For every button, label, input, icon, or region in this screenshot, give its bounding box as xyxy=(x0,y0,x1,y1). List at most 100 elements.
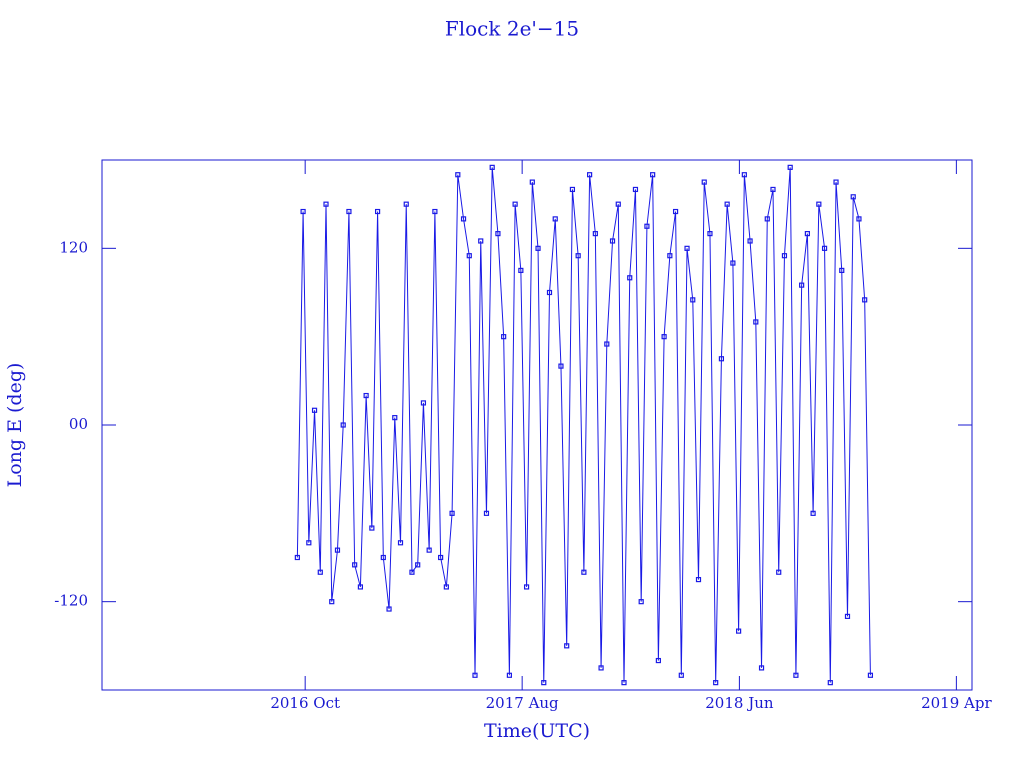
data-point xyxy=(564,643,570,649)
data-point xyxy=(650,172,656,178)
data-point xyxy=(317,569,323,575)
data-point xyxy=(587,172,593,178)
data-point xyxy=(460,216,467,222)
y-tick-label: -120 xyxy=(54,592,88,610)
data-point xyxy=(701,179,707,185)
data-point xyxy=(621,680,627,686)
data-point xyxy=(472,672,478,678)
data-point xyxy=(501,334,507,340)
data-point xyxy=(449,510,455,516)
data-point xyxy=(684,245,690,251)
data-point xyxy=(867,672,874,678)
data-point xyxy=(380,554,386,561)
x-axis-label: Time(UTC) xyxy=(484,720,590,742)
data-point xyxy=(655,657,661,664)
data-point xyxy=(627,275,633,281)
data-point xyxy=(541,680,547,686)
data-point xyxy=(661,334,667,340)
data-point xyxy=(386,606,392,612)
y-tick-label: 120 xyxy=(59,238,88,256)
data-point xyxy=(558,363,564,369)
data-point xyxy=(512,201,518,207)
data-point xyxy=(816,201,822,207)
data-point xyxy=(334,547,341,553)
data-point xyxy=(374,208,381,215)
data-point xyxy=(535,245,541,251)
data-point xyxy=(736,628,742,634)
data-point xyxy=(506,672,512,678)
data-point xyxy=(604,341,610,347)
data-point xyxy=(306,540,312,546)
data-point xyxy=(844,613,851,619)
data-point xyxy=(575,253,581,259)
data-point xyxy=(690,297,696,303)
data-point xyxy=(810,510,816,516)
data-point xyxy=(352,562,358,568)
data-point xyxy=(770,186,776,193)
chart-title: Flock 2e'−15 xyxy=(445,17,579,41)
data-point xyxy=(718,356,725,362)
data-point xyxy=(827,680,833,686)
data-point xyxy=(397,540,404,546)
data-point xyxy=(833,179,839,185)
data-point xyxy=(804,231,810,237)
data-point xyxy=(478,238,484,244)
data-point xyxy=(632,186,639,193)
data-point xyxy=(862,297,868,303)
data-point xyxy=(495,231,501,237)
data-point xyxy=(329,599,335,605)
data-point xyxy=(799,282,805,288)
data-point xyxy=(523,584,530,590)
x-tick-label: 2017 Aug xyxy=(486,694,559,712)
data-point xyxy=(598,665,604,671)
data-point xyxy=(546,289,553,296)
data-point xyxy=(438,554,444,561)
data-point xyxy=(839,267,845,274)
data-point xyxy=(569,186,576,193)
data-point xyxy=(615,201,621,207)
data-point xyxy=(518,267,524,274)
data-point xyxy=(426,547,432,553)
data-point xyxy=(707,231,713,237)
data-line xyxy=(296,167,871,683)
data-point xyxy=(781,253,788,259)
y-axis-label: Long E (deg) xyxy=(4,363,26,488)
data-point xyxy=(363,392,369,399)
data-point xyxy=(678,672,684,678)
data-point xyxy=(415,562,421,568)
data-point xyxy=(609,238,616,244)
data-point xyxy=(357,584,363,590)
data-point xyxy=(466,253,472,259)
data-point xyxy=(420,400,427,406)
data-point xyxy=(455,172,461,178)
data-point xyxy=(713,680,719,686)
data-point xyxy=(409,569,415,575)
data-point xyxy=(552,216,558,222)
data-point xyxy=(323,201,329,207)
data-point xyxy=(821,245,828,251)
data-point xyxy=(730,260,736,266)
data-point xyxy=(294,554,300,561)
data-point xyxy=(392,415,398,421)
data-point xyxy=(741,172,747,178)
data-point xyxy=(638,599,644,605)
data-point xyxy=(432,208,438,215)
data-point xyxy=(793,672,799,678)
x-tick-label: 2019 Apr xyxy=(921,694,992,712)
data-point xyxy=(695,576,702,583)
data-point xyxy=(724,201,730,207)
data-point xyxy=(850,194,856,200)
data-point xyxy=(764,216,770,222)
data-point xyxy=(300,208,306,215)
data-point xyxy=(443,584,449,590)
data-point xyxy=(592,231,598,237)
data-point xyxy=(483,510,490,516)
data-point xyxy=(747,238,753,244)
data-point xyxy=(581,569,587,575)
data-point xyxy=(644,223,650,229)
data-point xyxy=(856,216,862,222)
data-point xyxy=(369,525,375,531)
data-point xyxy=(667,253,673,259)
data-point xyxy=(787,164,793,170)
